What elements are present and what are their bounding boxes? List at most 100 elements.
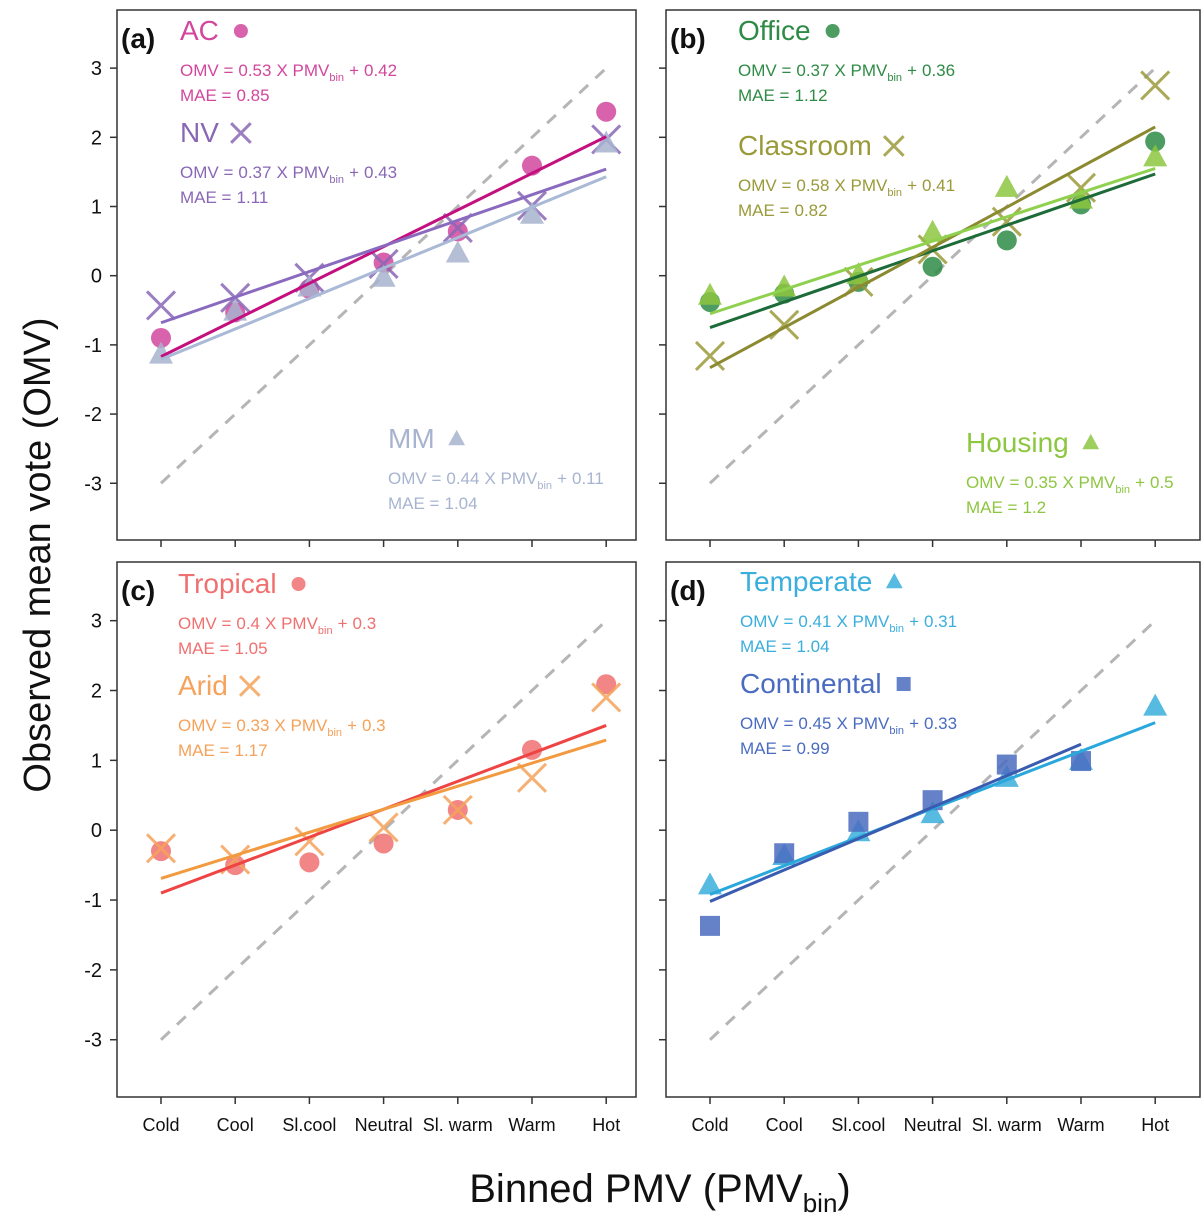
x-tick-label: Sl.cool (831, 1115, 885, 1135)
equation-lhs: OMV = (178, 716, 231, 735)
equation: OMV = 0.37 X PMVbin +0.36 (738, 61, 955, 84)
data-point (223, 298, 248, 321)
equation: OMV = 0.41 X PMVbin +0.31 (740, 612, 957, 635)
data-point (445, 240, 470, 263)
data-point (1143, 693, 1168, 716)
mae: MAE = 1.05 (178, 639, 268, 658)
equation-plus: + (349, 163, 359, 182)
equation: OMV = 0.58 X PMVbin +0.41 (738, 176, 955, 199)
fit-line (709, 125, 1156, 370)
equation-sub: bin (887, 72, 902, 84)
equation-plus: + (347, 716, 357, 735)
equation-sub: bin (318, 625, 333, 637)
fit-line (160, 167, 607, 325)
data-point (294, 826, 325, 857)
data-point (920, 801, 945, 824)
slope-value: 0.4 (236, 614, 260, 633)
equation-sub: bin (889, 623, 904, 635)
x-axis-title: Binned PMV (PMVbin) (469, 1167, 851, 1218)
reference-line (708, 619, 1157, 1041)
equation-times: X PMV (1062, 473, 1116, 492)
x-tick-label: Neutral (355, 1115, 413, 1135)
mae: MAE = 0.85 (180, 86, 270, 105)
x-axis-title-end: ) (837, 1167, 850, 1211)
data-point (920, 219, 945, 242)
mae-label: MAE = (178, 639, 230, 658)
intercept-value: 0.3 (353, 614, 377, 633)
data-point (145, 833, 177, 864)
equation-lhs: OMV = (738, 61, 791, 80)
data-point (996, 230, 1017, 251)
equation-times: X PMV (834, 61, 888, 80)
equation-lhs: OMV = (180, 61, 233, 80)
legend-marker (233, 24, 248, 38)
x-tick-label: Sl. warm (423, 1115, 493, 1135)
equation-plus: + (338, 614, 348, 633)
equation: OMV = 0.44 X PMVbin +0.11 (388, 469, 604, 492)
equation-lhs: OMV = (738, 176, 791, 195)
data-point (373, 833, 394, 854)
equation-sub: bin (889, 725, 904, 737)
fit-line (709, 167, 1156, 316)
x-axis-title-main: Binned PMV (PMV (469, 1167, 803, 1211)
fit-line (709, 742, 1082, 903)
intercept-value: 0.42 (364, 61, 397, 80)
equation-plus: + (909, 612, 919, 631)
mae-label: MAE = (738, 86, 790, 105)
mae-value: 1.04 (797, 637, 830, 656)
fit-line (160, 175, 607, 361)
slope-value: 0.41 (798, 612, 831, 631)
mae-label: MAE = (740, 637, 792, 656)
data-point (698, 872, 722, 895)
mae: MAE = 1.04 (388, 494, 478, 513)
slope-value: 0.35 (1024, 473, 1057, 492)
mae: MAE = 1.17 (178, 741, 268, 760)
intercept-value: 0.31 (924, 612, 957, 631)
x-tick-label: Cool (217, 1115, 254, 1135)
data-point (596, 674, 617, 695)
fit-line (709, 172, 1156, 330)
x-tick-label: Sl.cool (282, 1115, 336, 1135)
equation-plus: + (907, 61, 917, 80)
equation: OMV = 0.53 X PMVbin +0.42 (180, 61, 397, 84)
equation-times: X PMV (834, 176, 888, 195)
legend-marker (896, 677, 911, 691)
data-point (520, 201, 544, 224)
x-tick-label: Hot (1141, 1115, 1169, 1135)
reference-line (159, 619, 608, 1041)
equation-plus: + (349, 61, 359, 80)
data-point (368, 812, 399, 843)
intercept-value: 0.43 (364, 163, 397, 182)
slope-value: 0.44 (446, 469, 479, 488)
legend-label: Tropical (178, 568, 277, 599)
fit-line (160, 738, 607, 880)
legend-label: MM (388, 423, 435, 454)
x-tick-label: Warm (508, 1115, 555, 1135)
equation-plus: + (909, 714, 919, 733)
legend-marker (238, 675, 261, 697)
y-tick-label: 3 (91, 58, 102, 80)
mae: MAE = 0.99 (740, 739, 830, 758)
equation-times: X PMV (836, 612, 890, 631)
x-tick-label: Neutral (904, 1115, 962, 1135)
legend-marker (291, 577, 306, 591)
panel-label: (c) (121, 575, 155, 606)
legend-marker (882, 135, 905, 157)
mae-value: 1.05 (235, 639, 268, 658)
equation-times: X PMV (484, 469, 538, 488)
data-point (297, 274, 322, 297)
mae-value: 0.99 (797, 739, 830, 758)
intercept-value: 0.36 (922, 61, 955, 80)
y-tick-label: -3 (84, 1030, 102, 1052)
data-point (698, 282, 722, 305)
intercept-value: 0.33 (924, 714, 957, 733)
panel-label: (a) (121, 23, 155, 54)
data-point (922, 256, 943, 277)
intercept-value: 0.41 (922, 176, 955, 195)
mae: MAE = 1.04 (740, 637, 830, 656)
y-tick-label: -1 (84, 335, 102, 357)
equation-lhs: OMV = (388, 469, 441, 488)
legend-label: Temperate (740, 566, 872, 597)
